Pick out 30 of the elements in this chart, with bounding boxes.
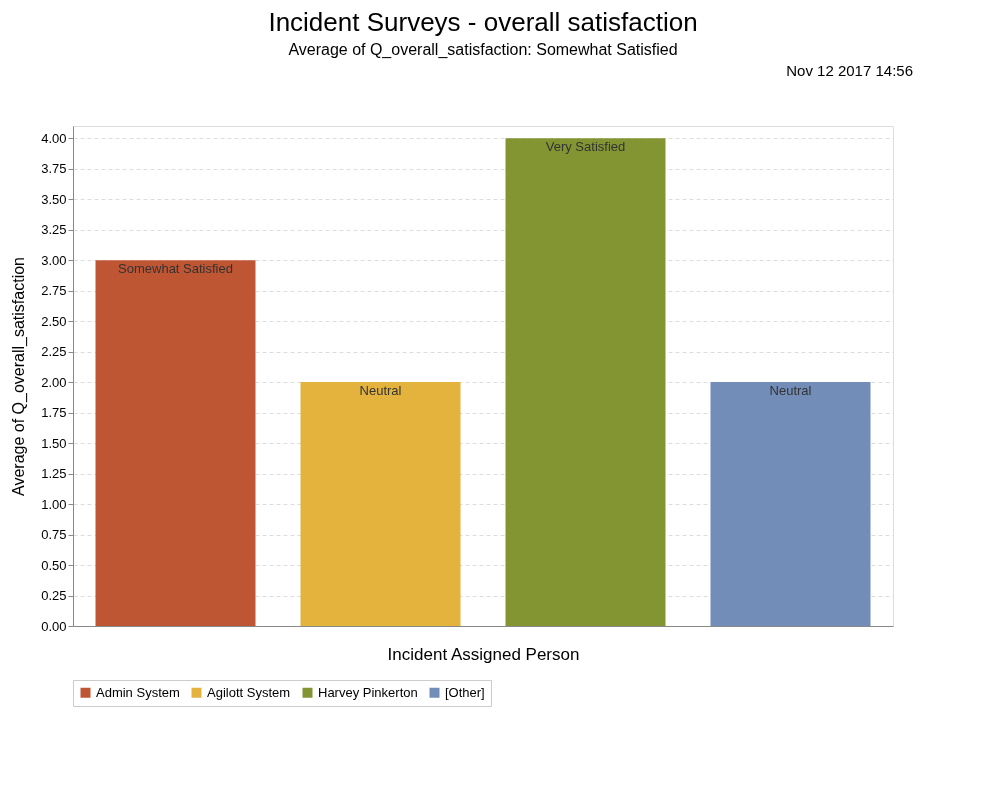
y-tick-label: 0.50: [41, 557, 67, 573]
data-label: Very Satisfied: [545, 139, 626, 155]
y-tick-label: 0.00: [41, 618, 67, 634]
legend-label: Agilott System: [207, 684, 291, 700]
chart-title: Incident Surveys - overall satisfaction: [268, 7, 698, 37]
y-tick-label: 1.75: [41, 405, 67, 421]
data-label: Neutral: [769, 383, 812, 399]
y-tick-label: 2.75: [41, 283, 67, 299]
legend-label: [Other]: [445, 684, 485, 700]
text: Nov 12 2017 14:56: [786, 62, 913, 79]
y-tick-label: 3.75: [41, 161, 67, 177]
y-tick-label: 2.50: [41, 313, 67, 329]
y-axis-title: Average of Q_overall_satisfaction: [10, 257, 29, 496]
y-tick-label: 3.00: [41, 252, 67, 268]
y-tick-label: 1.25: [41, 466, 67, 482]
data-label: Neutral: [359, 383, 402, 399]
x-axis-title: Incident Assigned Person: [387, 644, 580, 664]
y-tick-label: 0.75: [41, 527, 67, 543]
legend-label: Admin System: [96, 684, 180, 700]
y-tick-label: 4.00: [41, 130, 67, 146]
data-label: Somewhat Satisfied: [118, 261, 233, 277]
y-tick-label: 3.25: [41, 222, 67, 238]
y-tick-label: 1.00: [41, 496, 67, 512]
chart-subtitle: Average of Q_overall_satisfaction: Somewhat Satisfied: [288, 41, 678, 59]
y-tick-label: 2.25: [41, 344, 67, 360]
y-tick-label: 2.00: [41, 374, 67, 390]
legend-label: Harvey Pinkerton: [318, 684, 418, 700]
y-tick-label: 1.50: [41, 435, 67, 451]
y-tick-label: 3.50: [41, 191, 67, 207]
y-tick-label: 0.25: [41, 588, 67, 604]
